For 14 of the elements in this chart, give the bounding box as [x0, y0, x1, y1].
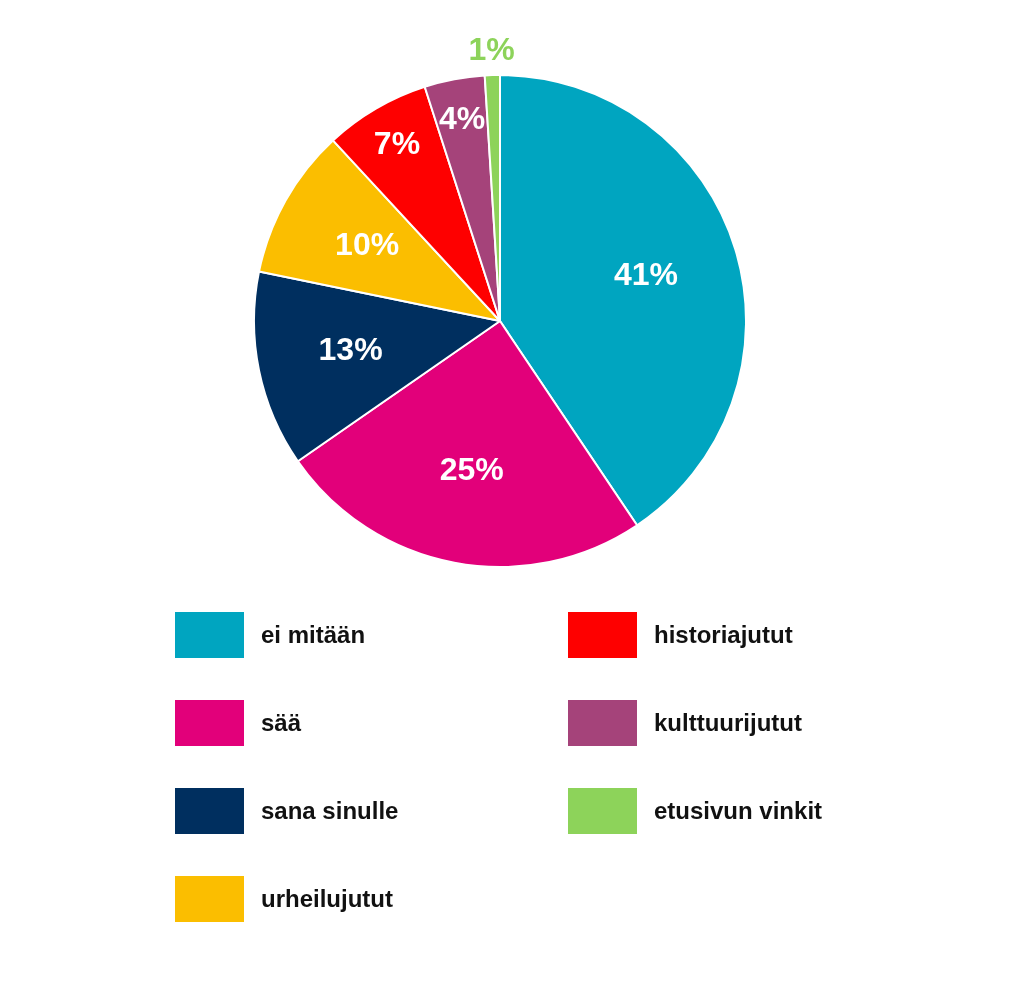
legend-label: ei mitään	[261, 621, 366, 649]
data-label: 10%	[335, 225, 400, 262]
legend-label: sana sinulle	[261, 797, 399, 825]
legend-label: etusivun vinkit	[654, 797, 823, 825]
data-label: 7%	[373, 124, 421, 161]
data-label: 25%	[439, 450, 504, 487]
data-label: 41%	[613, 256, 678, 293]
data-label: 13%	[318, 331, 383, 368]
legend-label: urheilujutut	[261, 885, 393, 913]
legend-label: sää	[261, 709, 302, 737]
data-label: 1%	[468, 30, 515, 67]
legend-label: kulttuurijutut	[654, 709, 802, 737]
data-label: 4%	[438, 100, 486, 137]
legend-label: historiajutut	[654, 621, 793, 649]
